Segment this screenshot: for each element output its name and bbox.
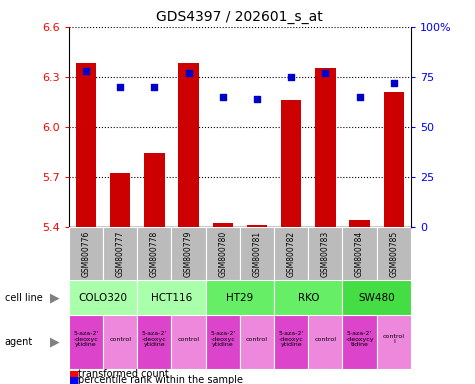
Text: control: control bbox=[246, 336, 268, 342]
Bar bbox=[308, 315, 342, 369]
Text: GSM800777: GSM800777 bbox=[116, 230, 124, 276]
Bar bbox=[206, 280, 274, 315]
Point bbox=[322, 70, 329, 76]
Text: GSM800784: GSM800784 bbox=[355, 230, 364, 276]
Text: ▶: ▶ bbox=[50, 291, 59, 304]
Text: GSM800785: GSM800785 bbox=[390, 230, 398, 276]
Bar bbox=[69, 315, 103, 369]
Text: transformed count: transformed count bbox=[78, 369, 169, 379]
Bar bbox=[110, 173, 131, 227]
Point bbox=[287, 74, 295, 80]
Text: RKO: RKO bbox=[297, 293, 319, 303]
Bar bbox=[281, 100, 302, 227]
Bar bbox=[383, 92, 404, 227]
Text: ■: ■ bbox=[69, 375, 83, 384]
Bar bbox=[144, 153, 165, 227]
Text: 5-aza-2'
-deoxyc
ytidine: 5-aza-2' -deoxyc ytidine bbox=[142, 331, 167, 348]
Text: 5-aza-2'
-deoxyc
ytidine: 5-aza-2' -deoxyc ytidine bbox=[73, 331, 99, 348]
Bar bbox=[342, 280, 411, 315]
Bar bbox=[103, 227, 137, 280]
Bar bbox=[315, 68, 336, 227]
Bar bbox=[76, 63, 96, 227]
Bar bbox=[171, 227, 206, 280]
Bar bbox=[274, 280, 342, 315]
Bar bbox=[240, 315, 274, 369]
Text: control: control bbox=[314, 336, 336, 342]
Text: cell line: cell line bbox=[5, 293, 42, 303]
Point bbox=[116, 84, 124, 90]
Text: GSM800782: GSM800782 bbox=[287, 230, 295, 276]
Text: GSM800783: GSM800783 bbox=[321, 230, 330, 276]
Bar bbox=[69, 280, 137, 315]
Bar bbox=[240, 227, 274, 280]
Point bbox=[82, 68, 90, 74]
Bar bbox=[377, 227, 411, 280]
Bar bbox=[206, 315, 240, 369]
Text: 5-aza-2'
-deoxycy
tidine: 5-aza-2' -deoxycy tidine bbox=[345, 331, 374, 348]
Point bbox=[390, 80, 398, 86]
Text: control: control bbox=[109, 336, 131, 342]
Bar bbox=[206, 227, 240, 280]
Bar bbox=[274, 227, 308, 280]
Point bbox=[219, 94, 227, 100]
Text: agent: agent bbox=[5, 337, 33, 347]
Text: HCT116: HCT116 bbox=[151, 293, 192, 303]
Point bbox=[253, 96, 261, 102]
Text: percentile rank within the sample: percentile rank within the sample bbox=[78, 375, 243, 384]
Text: control
l: control l bbox=[383, 334, 405, 344]
Bar bbox=[171, 315, 206, 369]
Bar bbox=[137, 227, 171, 280]
Point bbox=[151, 84, 158, 90]
Text: COLO320: COLO320 bbox=[78, 293, 128, 303]
Bar bbox=[137, 280, 206, 315]
Bar bbox=[349, 220, 370, 227]
Text: SW480: SW480 bbox=[358, 293, 395, 303]
Text: 5-aza-2'
-deoxyc
ytidine: 5-aza-2' -deoxyc ytidine bbox=[210, 331, 236, 348]
Bar bbox=[137, 315, 171, 369]
Text: ▶: ▶ bbox=[50, 335, 59, 348]
Bar bbox=[69, 227, 103, 280]
Bar bbox=[212, 223, 233, 227]
Point bbox=[185, 70, 192, 76]
Bar bbox=[377, 315, 411, 369]
Bar bbox=[308, 227, 342, 280]
Text: GSM800780: GSM800780 bbox=[218, 230, 227, 276]
Bar bbox=[274, 315, 308, 369]
Text: GSM800781: GSM800781 bbox=[253, 230, 261, 276]
Bar bbox=[247, 225, 267, 227]
Title: GDS4397 / 202601_s_at: GDS4397 / 202601_s_at bbox=[156, 10, 323, 25]
Bar bbox=[103, 315, 137, 369]
Text: GSM800778: GSM800778 bbox=[150, 230, 159, 276]
Bar bbox=[178, 63, 199, 227]
Point bbox=[356, 94, 363, 100]
Text: GSM800779: GSM800779 bbox=[184, 230, 193, 276]
Text: ■: ■ bbox=[69, 369, 83, 379]
Text: GSM800776: GSM800776 bbox=[82, 230, 90, 276]
Text: 5-aza-2'
-deoxyc
ytidine: 5-aza-2' -deoxyc ytidine bbox=[278, 331, 304, 348]
Text: HT29: HT29 bbox=[226, 293, 254, 303]
Text: control: control bbox=[178, 336, 200, 342]
Bar bbox=[342, 315, 377, 369]
Bar bbox=[342, 227, 377, 280]
